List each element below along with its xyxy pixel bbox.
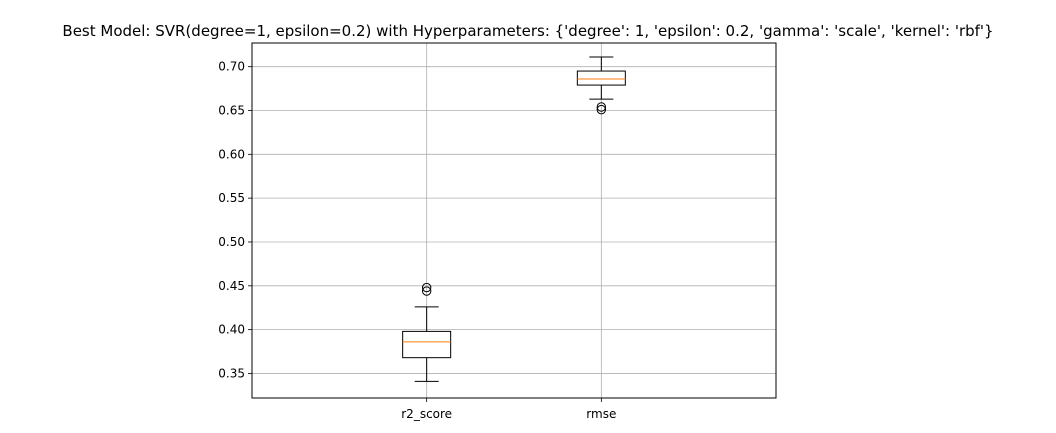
iqr-box [402, 330, 452, 359]
y-tick-label: 0.60 [218, 147, 245, 161]
box-group-r2_score [402, 282, 452, 382]
grid-layer [252, 43, 776, 398]
y-tick-label: 0.55 [218, 191, 245, 205]
chart-title: Best Model: SVR(degree=1, epsilon=0.2) w… [62, 22, 993, 40]
y-tick-label: 0.45 [218, 279, 245, 293]
box-group-rmse [576, 56, 626, 115]
y-tick-label: 0.65 [218, 103, 245, 117]
outlier-point [421, 282, 432, 293]
tick-layer: 0.35 0.40 0.45 0.50 0.55 0.60 0.65 0.70 r2_score… [218, 60, 616, 421]
outlier-point [421, 286, 432, 296]
outlier-point [596, 102, 607, 112]
plot-frame [251, 42, 777, 399]
iqr-box [576, 70, 626, 86]
x-tick-label: r2_score [401, 407, 452, 421]
x-tick-label: rmse [586, 407, 616, 421]
y-tick-label: 0.40 [218, 323, 245, 337]
outlier-point [596, 104, 607, 115]
y-tick-label: 0.70 [218, 60, 245, 74]
y-tick-label: 0.50 [218, 235, 245, 249]
y-tick-label: 0.35 [218, 366, 245, 380]
box-layer [402, 56, 626, 382]
